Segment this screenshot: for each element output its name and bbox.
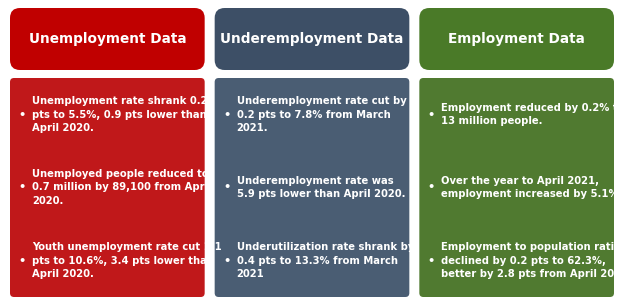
Text: Employment reduced by 0.2% to
13 million people.: Employment reduced by 0.2% to 13 million…	[441, 103, 624, 126]
Text: •: •	[18, 109, 26, 120]
Text: •: •	[18, 256, 26, 265]
Text: •: •	[427, 182, 435, 192]
Text: •: •	[427, 256, 435, 265]
Text: Underemployment rate cut by
0.2 pts to 7.8% from March
2021.: Underemployment rate cut by 0.2 pts to 7…	[236, 96, 406, 133]
Text: Employment Data: Employment Data	[448, 32, 585, 46]
Text: •: •	[223, 109, 230, 120]
FancyBboxPatch shape	[215, 8, 409, 70]
Text: •: •	[427, 109, 435, 120]
FancyBboxPatch shape	[215, 78, 409, 297]
FancyBboxPatch shape	[419, 78, 614, 297]
Text: Underemployment Data: Underemployment Data	[220, 32, 404, 46]
Text: Underutilization rate shrank by
0.4 pts to 13.3% from March
2021: Underutilization rate shrank by 0.4 pts …	[236, 242, 414, 279]
FancyBboxPatch shape	[419, 8, 614, 70]
Text: Employment to population ratio
declined by 0.2 pts to 62.3%,
better by 2.8 pts f: Employment to population ratio declined …	[441, 242, 624, 279]
Text: Over the year to April 2021,
employment increased by 5.1%.: Over the year to April 2021, employment …	[441, 176, 623, 199]
Text: Unemployment Data: Unemployment Data	[29, 32, 186, 46]
FancyBboxPatch shape	[10, 8, 205, 70]
FancyBboxPatch shape	[10, 78, 205, 297]
Text: Unemployed people reduced to
0.7 million by 89,100 from April
2020.: Unemployed people reduced to 0.7 million…	[32, 169, 212, 206]
Text: Youth unemployment rate cut 1.1
pts to 10.6%, 3.4 pts lower than
April 2020.: Youth unemployment rate cut 1.1 pts to 1…	[32, 242, 222, 279]
Text: Unemployment rate shrank 0.2
pts to 5.5%, 0.9 pts lower than
April 2020.: Unemployment rate shrank 0.2 pts to 5.5%…	[32, 96, 208, 133]
Text: Underemployment rate was
5.9 pts lower than April 2020.: Underemployment rate was 5.9 pts lower t…	[236, 176, 405, 199]
Text: •: •	[18, 182, 26, 192]
Text: •: •	[223, 182, 230, 192]
Text: •: •	[223, 256, 230, 265]
